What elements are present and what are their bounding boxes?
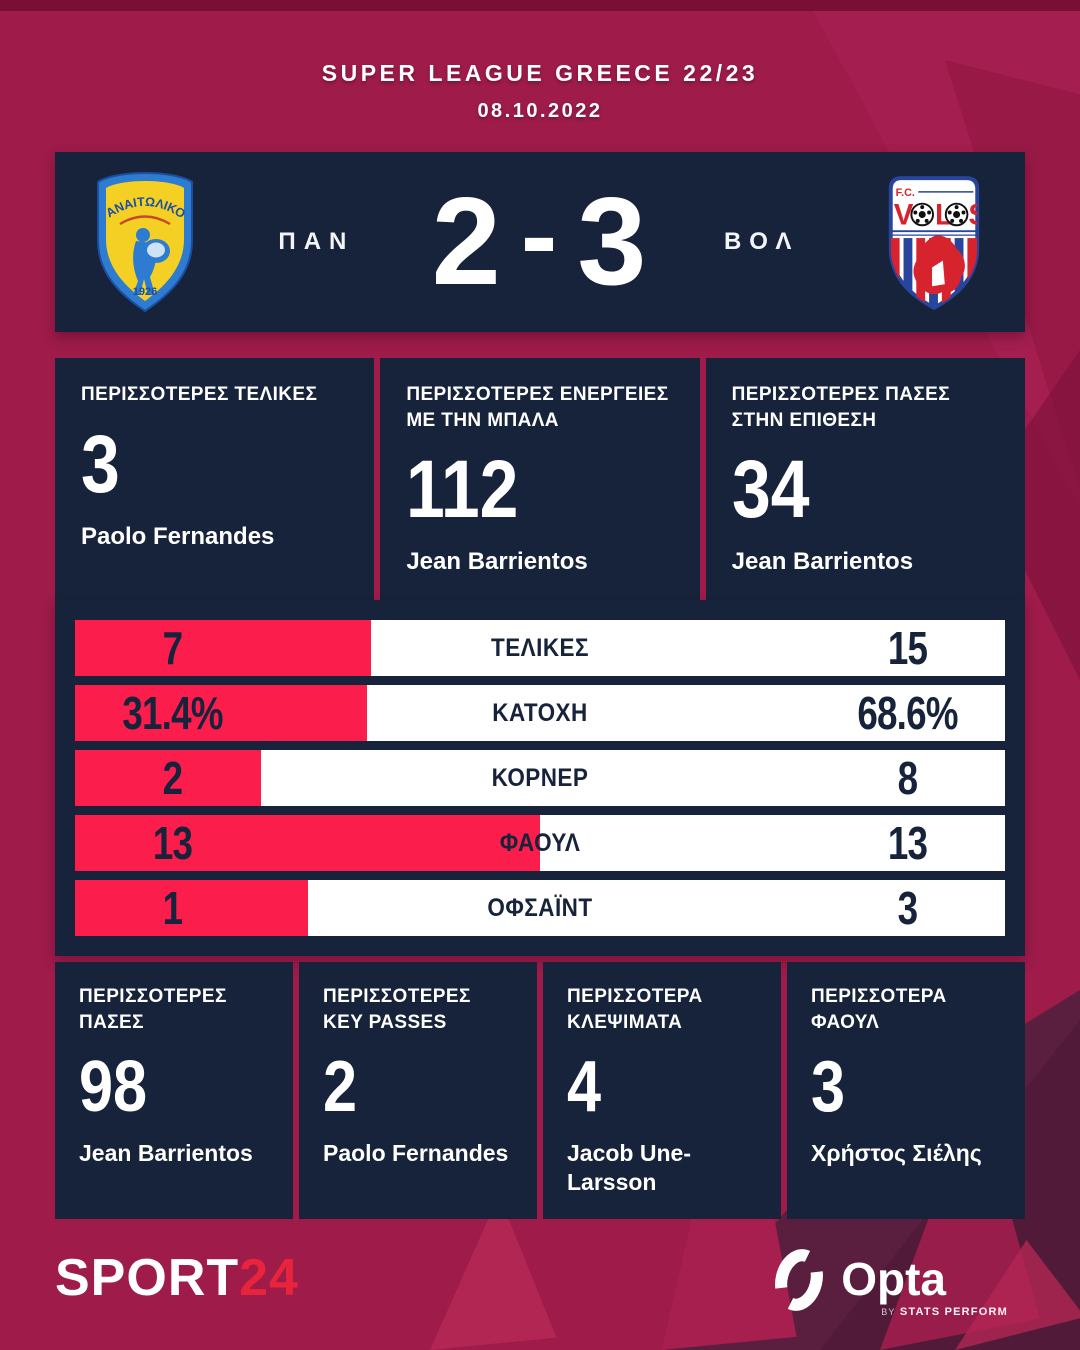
stat-card: ΠΕΡΙΣΣΟΤΕΡΕΣ ΠΑΣΕΣ 98 Jean Barrientos: [55, 962, 293, 1219]
comparison-panel: 7 ΤΕΛΙΚΕΣ 15 31.4% ΚΑΤΟΧΗ 68.6% 2 ΚΟΡΝΕΡ: [55, 600, 1025, 956]
comparison-row: 2 ΚΟΡΝΕΡ 8: [75, 750, 1005, 806]
stat-category: ΚΑΤΟΧΗ: [492, 698, 588, 727]
header: SUPER LEAGUE GREECE 22/23 08.10.2022: [0, 60, 1080, 123]
comparison-row: 31.4% ΚΑΤΟΧΗ 68.6%: [75, 685, 1005, 741]
stat-player: Paolo Fernandes: [81, 522, 275, 550]
away-score: 3: [577, 173, 647, 311]
stat-value: 3: [81, 418, 120, 510]
home-founded-year: 1926: [133, 286, 157, 298]
stat-card: ΠΕΡΙΣΣΟΤΕΡΑ ΦΑΟΥΛ 3 Χρήστος Σιέλης: [787, 962, 1025, 1219]
home-bar-fill: [75, 685, 368, 741]
volos-crest-icon: F.C. V L: [888, 176, 980, 311]
away-value: 8: [897, 752, 918, 804]
home-bar-fill: [75, 620, 371, 676]
stat-player: Jean Barrientos: [79, 1140, 253, 1167]
stat-player: Paolo Fernandes: [323, 1140, 509, 1167]
stat-label: ΠΕΡΙΣΣΟΤΕΡΕΣ ΕΝΕΡΓΕΙΕΣ ΜΕ ΤΗΝ ΜΠΑΛΑ: [406, 384, 669, 431]
home-bar-fill: [75, 750, 261, 806]
stat-player: Jean Barrientos: [731, 548, 914, 576]
away-team-code: ΒΟΛ: [723, 228, 800, 255]
stat-card: ΠΕΡΙΣΣΟΤΕΡΕΣ ΠΑΣΕΣ ΣΤΗΝ ΕΠΙΘΕΣΗ 34 Jean …: [705, 358, 1025, 602]
home-team-code: ΠΑΝ: [278, 228, 355, 255]
score: 2 - 3: [432, 180, 647, 304]
home-bar-fill: [75, 880, 308, 936]
stat-card: ΠΕΡΙΣΣΟΤΕΡΕΣ ΤΕΛΙΚΕΣ 3 Paolo Fernandes: [55, 358, 375, 602]
score-separator: -: [520, 174, 558, 297]
away-value: 13: [887, 817, 928, 869]
stat-label: ΠΕΡΙΣΣΟΤΕΡΕΣ ΠΑΣΕΣ ΣΤΗΝ ΕΠΙΘΕΣΗ: [731, 384, 951, 431]
stat-player: Jacob Une-Larsson: [567, 1140, 691, 1196]
scoreboard: ΠΑΝΑΙΤΩΛΙΚΟΣ 1926 ΠΑΝ 2 - 3 ΒΟΛ: [55, 152, 1025, 332]
stat-value: 3: [811, 1047, 846, 1128]
sport24-logo: SPORT24: [55, 1252, 299, 1304]
bottom-stat-cards: ΠΕΡΙΣΣΟΤΕΡΕΣ ΠΑΣΕΣ 98 Jean Barrientos ΠΕ…: [55, 962, 1025, 1219]
home-value: 31.4%: [122, 687, 223, 739]
home-bar-fill: [75, 815, 540, 871]
opta-logo: Opta BY STATS PERFORM: [773, 1242, 1008, 1318]
top-stat-cards: ΠΕΡΙΣΣΟΤΕΡΕΣ ΤΕΛΙΚΕΣ 3 Paolo Fernandes Π…: [55, 358, 1025, 602]
sport24-logo-accent: 24: [239, 1249, 299, 1307]
stat-value: 4: [567, 1047, 602, 1128]
comparison-row: 1 ΟΦΣΑΪΝΤ 3: [75, 880, 1005, 936]
stat-value: 98: [79, 1047, 148, 1128]
opta-sub-text: BY STATS PERFORM: [881, 1306, 1008, 1318]
stat-label: ΠΕΡΙΣΣΟΤΕΡΕΣ KEY PASSES: [323, 986, 471, 1033]
stat-category: ΟΦΣΑΪΝΤ: [487, 893, 593, 922]
stat-label: ΠΕΡΙΣΣΟΤΕΡΕΣ ΠΑΣΕΣ: [79, 986, 227, 1033]
opta-ring-icon: [775, 1249, 824, 1311]
match-date: 08.10.2022: [477, 100, 603, 122]
stat-label: ΠΕΡΙΣΣΟΤΕΡΑ ΚΛΕΨΙΜΑΤΑ: [567, 986, 703, 1033]
opta-statsperform-text: STATS PERFORM: [899, 1306, 1008, 1318]
stat-value: 112: [406, 444, 519, 536]
stat-category: ΦΑΟΥΛ: [499, 828, 581, 857]
stat-card: ΠΕΡΙΣΣΟΤΕΡΕΣ ΕΝΕΡΓΕΙΕΣ ΜΕ ΤΗΝ ΜΠΑΛΑ 112 …: [380, 358, 700, 602]
away-value: 68.6%: [857, 687, 958, 739]
hercules-figure-icon: [133, 228, 170, 295]
comparison-row: 13 ΦΑΟΥΛ 13: [75, 815, 1005, 871]
away-club-prefix: F.C.: [896, 187, 915, 199]
stat-category: ΚΟΡΝΕΡ: [491, 763, 589, 792]
sport24-logo-text: SPORT: [55, 1249, 240, 1307]
competition-title: SUPER LEAGUE GREECE 22/23: [321, 60, 759, 86]
stat-card: ΠΕΡΙΣΣΟΤΕΡΕΣ KEY PASSES 2 Paolo Fernande…: [299, 962, 537, 1219]
stat-card: ΠΕΡΙΣΣΟΤΕΡΑ ΚΛΕΨΙΜΑΤΑ 4 Jacob Une-Larsso…: [543, 962, 781, 1219]
stat-player: Χρήστος Σιέλης: [811, 1140, 982, 1167]
stat-category: ΤΕΛΙΚΕΣ: [491, 633, 589, 662]
opta-by-text: BY: [881, 1307, 896, 1317]
away-value: 3: [897, 882, 918, 934]
home-score: 2: [431, 173, 501, 311]
stat-value: 34: [731, 444, 810, 536]
stat-label: ΠΕΡΙΣΣΟΤΕΡΑ ΦΑΟΥΛ: [811, 986, 947, 1033]
comparison-row: 7 ΤΕΛΙΚΕΣ 15: [75, 620, 1005, 676]
home-value: 2: [162, 752, 183, 804]
opta-logo-text: Opta: [841, 1253, 947, 1305]
home-value: 13: [152, 817, 193, 869]
stat-label: ΠΕΡΙΣΣΟΤΕΡΕΣ ΤΕΛΙΚΕΣ: [81, 384, 318, 405]
away-value: 15: [887, 622, 928, 674]
stat-player: Jean Barrientos: [406, 548, 588, 576]
panaitolikos-crest-icon: ΠΑΝΑΙΤΩΛΙΚΟΣ 1926: [89, 171, 193, 313]
home-value: 1: [162, 882, 183, 934]
stat-value: 2: [323, 1047, 358, 1128]
soccer-ball-icon: [910, 202, 935, 227]
home-value: 7: [162, 622, 183, 674]
soccer-ball-icon: [944, 202, 969, 227]
